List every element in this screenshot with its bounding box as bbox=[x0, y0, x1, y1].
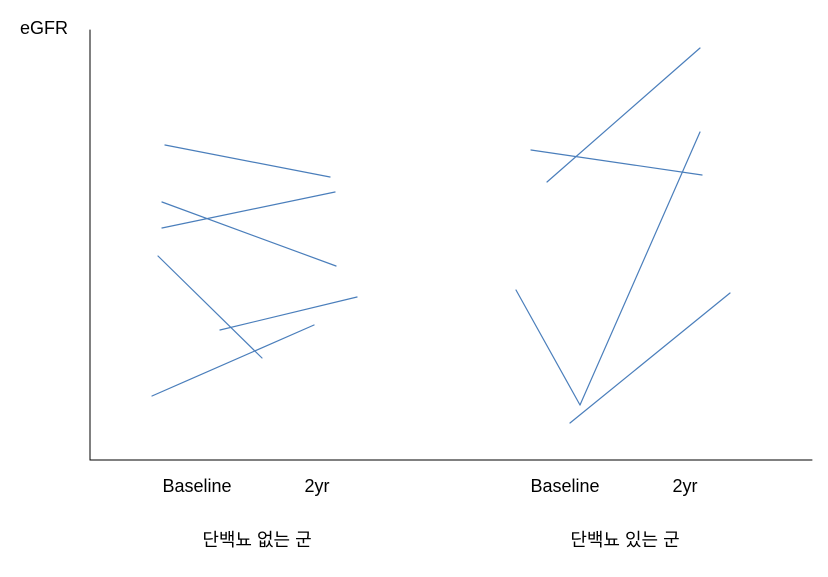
group-with-proteinuria-line-3 bbox=[516, 290, 580, 405]
group-no-proteinuria-line-2 bbox=[162, 202, 336, 266]
group-no-proteinuria-line-4 bbox=[220, 297, 357, 330]
group-with-proteinuria-tick-1: 2yr bbox=[635, 476, 735, 497]
group-no-proteinuria-line-0 bbox=[165, 145, 330, 177]
group-no-proteinuria-line-5 bbox=[152, 325, 314, 396]
group-with-proteinuria-line-1 bbox=[531, 150, 702, 175]
group-with-proteinuria-caption: 단백뇨 있는 군 bbox=[515, 526, 735, 552]
group-with-proteinuria-tick-0: Baseline bbox=[515, 476, 615, 497]
group-no-proteinuria-tick-1: 2yr bbox=[267, 476, 367, 497]
group-with-proteinuria-line-0 bbox=[547, 48, 700, 182]
group-with-proteinuria-line-4 bbox=[570, 293, 730, 423]
chart-stage: eGFR Baseline2yr단백뇨 없는 군Baseline2yr단백뇨 있… bbox=[0, 0, 828, 577]
group-with-proteinuria-line-2 bbox=[580, 132, 700, 405]
group-no-proteinuria-caption: 단백뇨 없는 군 bbox=[147, 526, 367, 552]
group-no-proteinuria-tick-0: Baseline bbox=[147, 476, 247, 497]
group-no-proteinuria-line-1 bbox=[162, 192, 335, 228]
group-no-proteinuria-line-3 bbox=[158, 256, 262, 358]
